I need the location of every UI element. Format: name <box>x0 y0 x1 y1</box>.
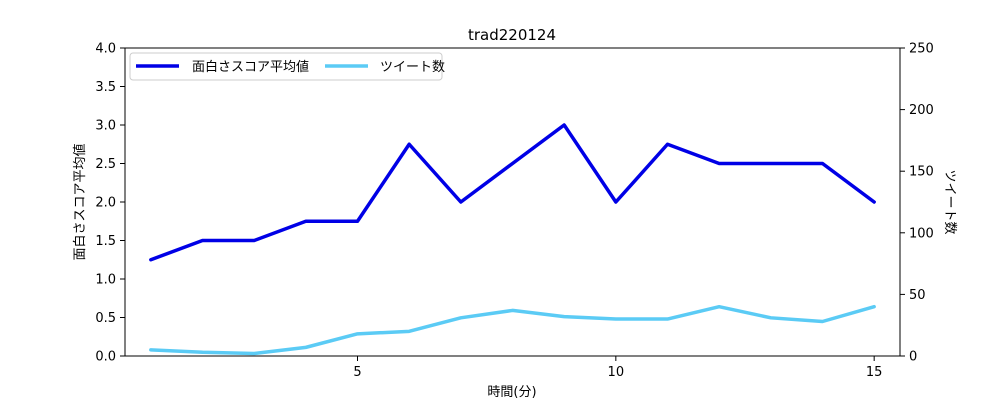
legend-box <box>129 52 443 81</box>
y-right-tick-label: 250 <box>909 42 934 57</box>
x-tick-label: 10 <box>608 365 625 380</box>
x-tick-label: 5 <box>353 365 361 380</box>
y-right-tick-label: 150 <box>909 165 934 180</box>
y-axis-right-label: ツイート数 <box>942 169 957 234</box>
y-left-tick-label: 0.5 <box>95 311 116 326</box>
chart-title: trad220124 <box>468 26 556 44</box>
legend: 面白さスコア平均値 ツイート数 <box>129 52 445 81</box>
y-left-tick-label: 3.5 <box>95 80 116 95</box>
y-right-tick-label: 0 <box>909 350 917 365</box>
x-tick-label: 15 <box>866 365 883 380</box>
y-right-tick-label: 50 <box>909 288 926 303</box>
y-right-tick-label: 100 <box>909 226 934 241</box>
y-left-tick-label: 3.0 <box>95 119 116 134</box>
x-axis-label: 時間(分) <box>487 385 536 400</box>
y-left-tick-label: 2.0 <box>95 196 116 211</box>
y-left-tick-label: 2.5 <box>95 157 116 172</box>
y-right-tick-label: 200 <box>909 103 934 118</box>
y-axis-left-label: 面白さスコア平均値 <box>72 143 88 260</box>
y-left-tick-label: 0.0 <box>95 350 116 365</box>
y-left-tick-label: 4.0 <box>95 42 116 57</box>
y-left-tick-label: 1.5 <box>95 234 116 249</box>
axes: 5 10 15 0.0 0.5 1.0 1.5 2.0 2.5 3.0 3.5 4.0 0 50 100 15… <box>95 42 934 381</box>
legend-label-tweets: ツイート数 <box>380 60 445 75</box>
y-left-tick-label: 1.0 <box>95 273 116 288</box>
plot-area <box>149 123 876 356</box>
legend-label-score: 面白さスコア平均値 <box>192 59 309 75</box>
